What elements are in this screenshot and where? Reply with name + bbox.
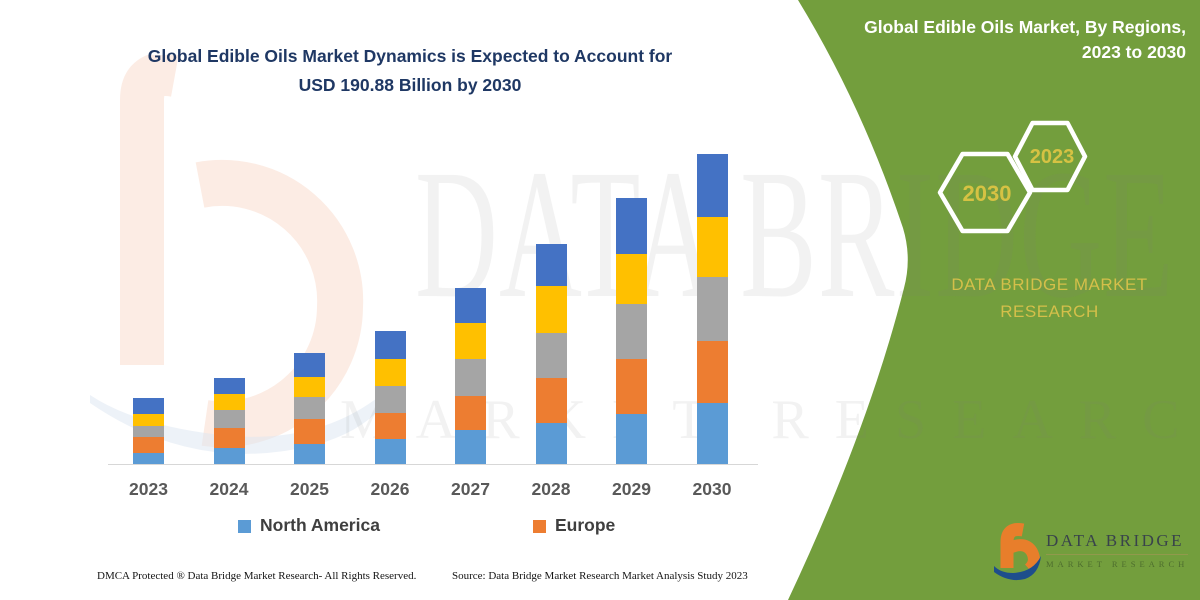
bar-segment-unlabeled-darkblue xyxy=(535,244,567,286)
x-axis-label-2028: 2028 xyxy=(531,479,571,499)
bar-segment-Europe xyxy=(374,413,406,440)
panel-brand-text: DATA BRIDGE MARKET RESEARCH xyxy=(922,271,1177,325)
panel-brand-line1: DATA BRIDGE MARKET xyxy=(951,275,1148,294)
chart-title: Global Edible Oils Market Dynamics is Ex… xyxy=(90,42,730,100)
bar-segment-North America xyxy=(213,447,245,465)
bar-segment-Europe xyxy=(213,428,245,448)
bar-segment-Europe xyxy=(294,419,325,445)
x-axis-label-2023: 2023 xyxy=(129,479,168,499)
chart-title-line2: USD 190.88 Billion by 2030 xyxy=(298,75,522,95)
x-axis-label-2029: 2029 xyxy=(612,479,651,499)
bar-segment-unlabeled-yellow xyxy=(213,394,245,411)
bar-segment-unlabeled-yellow xyxy=(374,359,406,387)
x-axis-line xyxy=(108,464,758,465)
bar-segment-unlabeled-gray xyxy=(535,332,567,379)
bar-segment-North America xyxy=(294,444,325,465)
x-axis-label-2026: 2026 xyxy=(370,479,410,499)
panel-brand-line2: RESEARCH xyxy=(1000,302,1099,321)
bar-segment-unlabeled-yellow xyxy=(616,254,647,305)
logo-text-block: DATA BRIDGE MARKET RESEARCH xyxy=(1046,531,1189,569)
stacked-bar-2023 xyxy=(133,398,164,465)
panel-heading-line1: Global Edible Oils Market, By Regions, xyxy=(864,17,1186,37)
bar-segment-unlabeled-gray xyxy=(374,386,406,414)
stacked-bar-2025 xyxy=(294,353,325,465)
bar-segment-North America xyxy=(616,414,647,465)
bar-segment-unlabeled-darkblue xyxy=(213,377,245,395)
footer-source-text: Source: Data Bridge Market Research Mark… xyxy=(452,570,748,582)
logo-name: DATA BRIDGE xyxy=(1046,531,1189,555)
bar-segment-unlabeled-gray xyxy=(133,426,164,438)
legend-label-north-america: North America xyxy=(260,515,380,535)
stacked-bar-2028 xyxy=(535,244,567,465)
bar-segment-unlabeled-yellow xyxy=(455,322,486,360)
bar-segment-North America xyxy=(374,439,406,465)
bar-segment-unlabeled-yellow xyxy=(133,414,164,427)
footer-dmca-text: DMCA Protected ® Data Bridge Market Rese… xyxy=(97,570,417,582)
stacked-bar-2029 xyxy=(616,198,647,465)
bar-segment-unlabeled-darkblue xyxy=(455,287,486,323)
bar-segment-Europe xyxy=(696,340,728,404)
bar-segment-North America xyxy=(535,422,567,465)
hexagon-2023 xyxy=(1012,120,1088,193)
bar-segment-unlabeled-gray xyxy=(616,304,647,360)
bar-segment-North America xyxy=(133,453,164,465)
bar-segment-unlabeled-darkblue xyxy=(374,331,406,360)
bar-segment-unlabeled-darkblue xyxy=(294,353,325,378)
bar-segment-unlabeled-darkblue xyxy=(616,198,647,255)
bar-segment-unlabeled-gray xyxy=(213,410,245,429)
bar-segment-North America xyxy=(455,430,486,465)
bar-segment-Europe xyxy=(535,378,567,423)
legend-swatch-europe xyxy=(533,520,546,533)
logo-subtitle: MARKET RESEARCH xyxy=(1046,559,1189,569)
bar-segment-unlabeled-darkblue xyxy=(696,153,728,217)
stacked-bar-2024 xyxy=(213,377,245,465)
bar-segment-unlabeled-gray xyxy=(294,397,325,420)
bar-segment-unlabeled-darkblue xyxy=(133,398,164,415)
chart-title-line1: Global Edible Oils Market Dynamics is Ex… xyxy=(147,46,673,66)
legend-label-europe: Europe xyxy=(555,515,616,535)
x-axis-label-2025: 2025 xyxy=(290,479,329,499)
bar-segment-unlabeled-gray xyxy=(696,277,728,341)
year-hexagons xyxy=(937,120,1088,234)
legend-swatch-north-america xyxy=(238,520,251,533)
panel-heading-line2: 2023 to 2030 xyxy=(1081,42,1186,62)
stacked-bar-2026 xyxy=(374,331,406,465)
stacked-bar-2027 xyxy=(455,287,486,465)
bar-segment-unlabeled-yellow xyxy=(696,216,728,278)
hexagon-2023-label: 2023 xyxy=(1029,146,1075,168)
hexagon-2030 xyxy=(937,151,1033,234)
legend-item-north-america: North America xyxy=(238,515,380,536)
bar-segment-North America xyxy=(696,403,728,465)
x-axis-label-2024: 2024 xyxy=(209,479,249,499)
x-axis-label-2027: 2027 xyxy=(451,479,490,499)
bar-segment-Europe xyxy=(616,359,647,415)
bar-segment-Europe xyxy=(455,395,486,431)
bar-segment-unlabeled-gray xyxy=(455,359,486,396)
hexagon-2030-label: 2030 xyxy=(962,181,1012,206)
bar-segment-unlabeled-yellow xyxy=(535,285,567,333)
panel-heading: Global Edible Oils Market, By Regions, 2… xyxy=(816,15,1186,65)
stacked-bar-2030 xyxy=(696,153,728,465)
green-panel-shape xyxy=(788,0,1200,600)
bar-segment-unlabeled-yellow xyxy=(294,377,325,398)
data-bridge-logo-icon xyxy=(994,523,1041,581)
x-axis-label-2030: 2030 xyxy=(692,479,732,499)
bar-segment-Europe xyxy=(133,437,164,454)
legend-item-europe: Europe xyxy=(533,515,615,536)
